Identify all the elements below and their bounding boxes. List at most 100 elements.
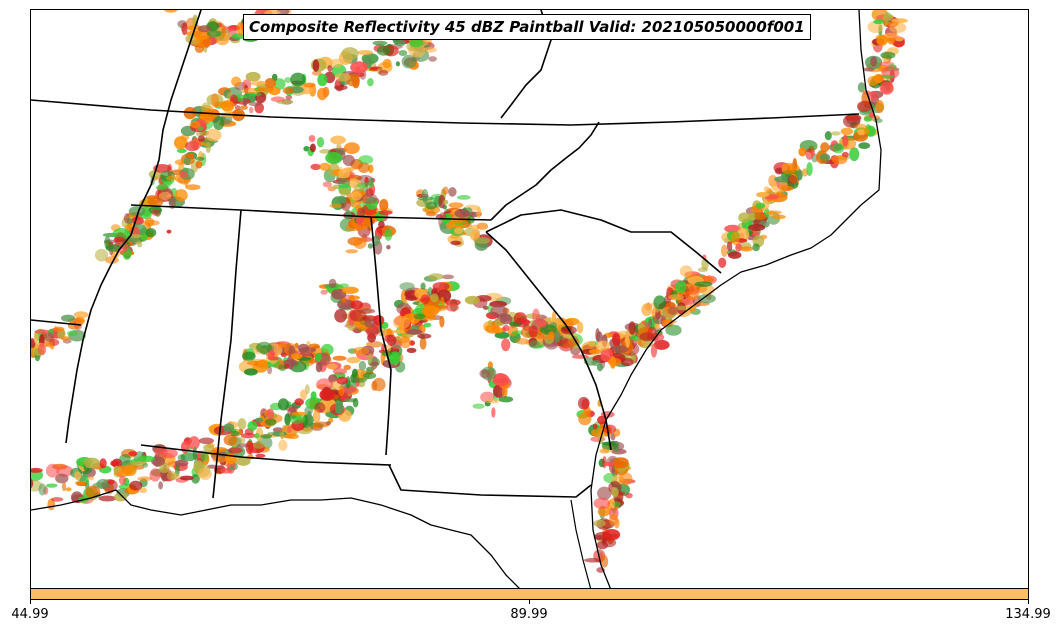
reflectivity-blob xyxy=(278,343,287,348)
reflectivity-blob xyxy=(317,87,328,101)
reflectivity-blob xyxy=(290,72,306,87)
louisiana-mississippi-border xyxy=(31,319,82,326)
reflectivity-blob xyxy=(240,105,248,110)
reflectivity-blob xyxy=(161,472,168,482)
reflectivity-blob xyxy=(183,157,191,166)
georgia-florida-border xyxy=(388,464,592,498)
reflectivity-blob xyxy=(246,360,261,366)
colorbar-label-max: 134.99 xyxy=(1005,607,1051,622)
reflectivity-blob xyxy=(442,186,449,195)
reflectivity-blob xyxy=(190,137,201,151)
reflectivity-blob xyxy=(366,324,379,339)
reflectivity-blob xyxy=(454,209,471,218)
reflectivity-blob xyxy=(384,334,395,343)
reflectivity-blob xyxy=(781,162,797,175)
florida-coast-east xyxy=(570,499,592,588)
reflectivity-blob xyxy=(248,106,254,114)
reflectivity-blob xyxy=(875,100,885,113)
reflectivity-blob xyxy=(332,368,347,375)
reflectivity-blob xyxy=(145,228,157,238)
reflectivity-blob xyxy=(842,134,849,147)
reflectivity-blob xyxy=(438,194,446,209)
reflectivity-blob xyxy=(880,51,896,59)
reflectivity-blob xyxy=(213,116,225,131)
reflectivity-blob xyxy=(345,249,359,254)
reflectivity-blob xyxy=(432,282,450,291)
reflectivity-blob xyxy=(119,454,131,464)
reflectivity-blob xyxy=(857,82,866,93)
reflectivity-blob xyxy=(130,234,142,239)
georgia-south-carolina-border xyxy=(485,231,612,451)
reflectivity-blob xyxy=(308,135,316,142)
reflectivity-blob xyxy=(755,202,766,209)
reflectivity-blob xyxy=(231,76,242,87)
reflectivity-blob xyxy=(332,355,347,361)
alabama-florida-border xyxy=(140,444,392,466)
reflectivity-blob xyxy=(242,351,256,361)
reflectivity-blob xyxy=(352,75,360,89)
reflectivity-blob xyxy=(593,497,610,510)
reflectivity-blob xyxy=(357,162,370,173)
reflectivity-blob xyxy=(31,467,43,473)
reflectivity-blob xyxy=(384,228,393,241)
reflectivity-blob xyxy=(584,558,602,563)
reflectivity-blob xyxy=(765,210,783,215)
colorbar-label-mid: 89.99 xyxy=(510,607,548,622)
reflectivity-blob xyxy=(202,130,207,136)
reflectivity-blob xyxy=(319,388,336,401)
reflectivity-blob xyxy=(236,21,245,36)
reflectivity-blob xyxy=(420,282,426,290)
reflectivity-blob xyxy=(603,424,617,434)
reflectivity-blob xyxy=(806,162,813,177)
reflectivity-blob xyxy=(317,73,328,87)
reflectivity-blob xyxy=(74,471,82,481)
reflectivity-blob xyxy=(341,297,347,303)
reflectivity-blob xyxy=(787,175,798,184)
reflectivity-blob xyxy=(212,456,227,463)
reflectivity-blob xyxy=(620,357,634,367)
reflectivity-blob xyxy=(205,141,211,153)
reflectivity-blob xyxy=(185,184,201,191)
reflectivity-blob xyxy=(61,481,67,492)
reflectivity-blob xyxy=(346,356,361,364)
reflectivity-blob xyxy=(588,349,602,355)
reflectivity-blob xyxy=(123,464,137,476)
reflectivity-blob xyxy=(873,73,884,84)
reflectivity-blob xyxy=(244,368,258,376)
reflectivity-blob xyxy=(325,151,343,165)
reflectivity-blob xyxy=(166,175,177,181)
reflectivity-blob xyxy=(581,398,590,410)
reflectivity-blob xyxy=(356,214,364,226)
reflectivity-blob xyxy=(824,131,832,141)
reflectivity-blob xyxy=(363,372,377,379)
reflectivity-blob xyxy=(237,436,246,444)
reflectivity-blob xyxy=(603,461,615,467)
reflectivity-blob xyxy=(124,213,130,224)
reflectivity-blob xyxy=(736,227,750,242)
reflectivity-blob xyxy=(65,487,72,492)
reflectivity-blob xyxy=(352,377,367,383)
reflectivity-blob xyxy=(118,475,127,485)
reflectivity-blob xyxy=(430,293,439,303)
reflectivity-blob xyxy=(366,366,375,372)
reflectivity-blob xyxy=(75,480,86,485)
reflectivity-blob xyxy=(203,444,215,452)
reflectivity-blob xyxy=(158,191,172,201)
reflectivity-blob xyxy=(494,331,510,339)
reflectivity-blob xyxy=(207,464,217,469)
reflectivity-blob xyxy=(428,273,444,280)
reflectivity-blob xyxy=(220,468,232,474)
reflectivity-blob xyxy=(618,472,633,486)
reflectivity-blob xyxy=(300,389,307,401)
reflectivity-blob xyxy=(284,77,292,83)
reflectivity-blob xyxy=(287,425,292,433)
reflectivity-blob xyxy=(129,480,143,491)
reflectivity-blob xyxy=(166,229,172,234)
reflectivity-blob xyxy=(252,441,266,449)
reflectivity-blob xyxy=(241,87,259,94)
reflectivity-blob xyxy=(174,459,189,467)
reflectivity-blob xyxy=(752,243,760,252)
reflectivity-blob xyxy=(31,478,34,489)
reflectivity-blob xyxy=(278,439,288,451)
reflectivity-blob xyxy=(372,40,388,46)
